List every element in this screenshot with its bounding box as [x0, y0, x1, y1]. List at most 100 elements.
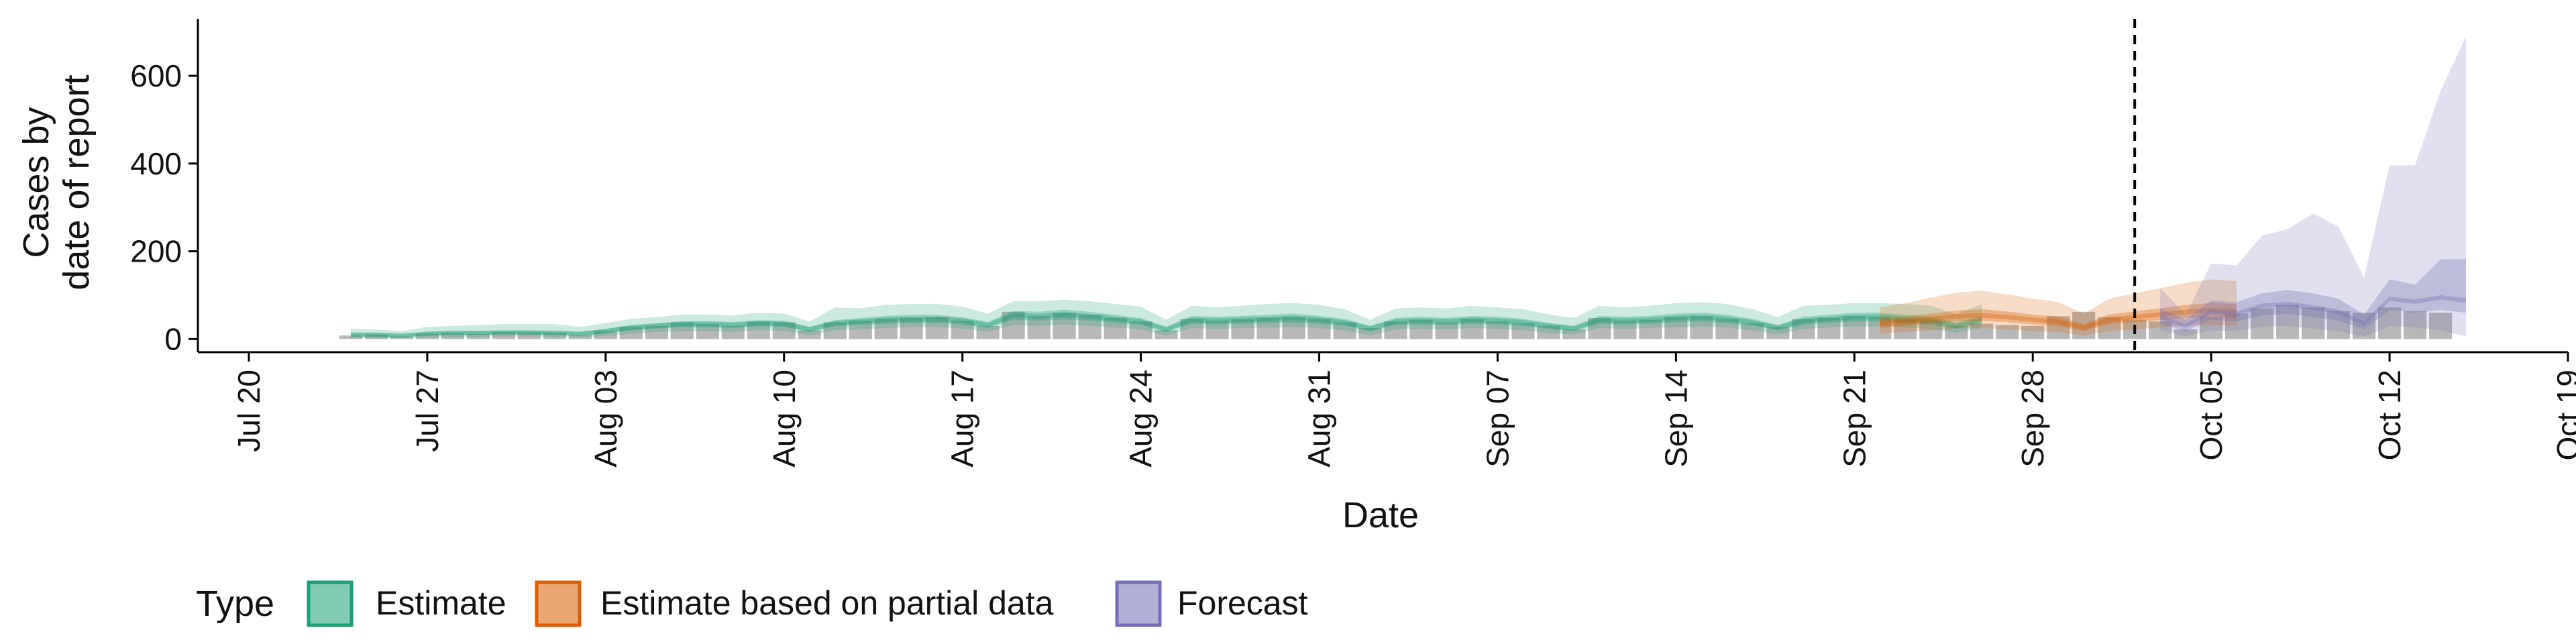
- series-median: [1880, 308, 2237, 330]
- observed-bar: [1078, 315, 1102, 339]
- observed-bar: [1053, 313, 1076, 339]
- observed-bar: [390, 336, 414, 339]
- observed-bar: [492, 331, 515, 339]
- y-tick-label: 200: [130, 234, 182, 269]
- observed-bar: [1409, 319, 1433, 339]
- observed-bar: [1945, 325, 1968, 339]
- observed-bar: [1996, 325, 2019, 339]
- x-tick-label: Jul 20: [231, 370, 266, 452]
- y-axis-ticks: 0 200 400 600: [130, 58, 198, 356]
- observed-bar: [823, 322, 847, 339]
- x-tick-label: Sep 14: [1658, 370, 1693, 468]
- observed-bar: [2174, 329, 2198, 339]
- observed-bar: [1027, 316, 1051, 339]
- observed-bar: [2149, 321, 2172, 339]
- x-tick-label: Jul 27: [410, 370, 445, 452]
- observed-bar: [925, 317, 949, 339]
- observed-bar: [849, 320, 872, 339]
- observed-bar: [1919, 320, 1943, 339]
- observed-bar: [1180, 319, 1203, 339]
- x-axis-ticks: Jul 20 Jul 27 Aug 03 Aug 10 Aug 17 Aug 24 Aug …: [231, 352, 2576, 468]
- observed-bar: [1639, 319, 1662, 339]
- observed-bar: [1358, 328, 1382, 339]
- observed-bar: [2327, 311, 2351, 339]
- observed-bar: [1435, 322, 1458, 339]
- observed-bar: [1843, 316, 1866, 339]
- observed-bar: [619, 327, 643, 339]
- legend-key: [1115, 580, 1162, 627]
- observed-bar: [2098, 317, 2121, 339]
- legend: Type Estimate Estimate based on partial da…: [196, 580, 1308, 627]
- observed-bar: [645, 325, 668, 339]
- series-2: [2160, 36, 2466, 337]
- observed-bar: [1690, 316, 1713, 339]
- observed-bar: [1766, 327, 1790, 339]
- observed-bar: [1537, 325, 1560, 339]
- observed-bar: [1613, 320, 1637, 339]
- series-band-50: [1880, 303, 2237, 331]
- x-tick-label: Aug 31: [1302, 370, 1337, 468]
- series-band-50: [2160, 259, 2466, 331]
- x-tick-label: Sep 07: [1480, 370, 1515, 468]
- observed-bar: [1231, 319, 1254, 339]
- observed-bar: [976, 325, 1000, 339]
- observed-bar: [1664, 317, 1688, 339]
- observed-bar: [670, 322, 694, 339]
- legend-item: Estimate based on partial data: [535, 580, 1054, 627]
- observed-bar: [1256, 317, 1280, 339]
- legend-key: [307, 580, 354, 627]
- legend-label: Estimate based on partial data: [600, 584, 1054, 622]
- x-tick-label: Aug 24: [1124, 370, 1159, 468]
- observed-bar: [1384, 321, 1407, 339]
- observed-bar: [798, 330, 821, 339]
- x-tick-label: Oct 05: [2194, 370, 2229, 461]
- observed-bar: [2251, 308, 2274, 339]
- observed-bar: [1460, 319, 1484, 339]
- series-band-90: [2160, 36, 2466, 337]
- legend-label: Forecast: [1177, 584, 1308, 622]
- observed-bar: [2302, 307, 2325, 339]
- observed-bar: [1817, 317, 1841, 339]
- observed-bar: [1104, 317, 1127, 339]
- x-tick-label: Oct 12: [2372, 370, 2407, 461]
- observed-bar: [696, 324, 719, 339]
- observed-bar: [466, 333, 490, 339]
- observed-bar: [441, 333, 464, 339]
- observed-bar: [2047, 316, 2070, 339]
- y-axis-label-line-1: Cases by: [16, 107, 56, 258]
- series-median: [2160, 295, 2466, 328]
- observed-bar: [951, 320, 974, 339]
- series-0: [350, 299, 1982, 339]
- series-median: [350, 312, 1982, 338]
- legend-item: Estimate: [307, 580, 506, 627]
- observed-bar: [747, 321, 770, 339]
- observed-bar: [2276, 305, 2300, 339]
- series-1: [1880, 279, 2237, 336]
- observed-bar: [1486, 321, 1509, 339]
- x-tick-label: Sep 28: [2015, 370, 2050, 468]
- observed-bar: [594, 331, 617, 339]
- observed-bar: [568, 334, 592, 339]
- x-tick-label: Aug 10: [767, 370, 802, 468]
- observed-bar: [364, 334, 388, 339]
- observed-bar: [2377, 307, 2402, 339]
- series-band-50: [350, 309, 1982, 337]
- observed-bar: [1333, 322, 1356, 339]
- x-tick-label: Aug 03: [588, 370, 623, 468]
- observed-bar: [2021, 325, 2045, 339]
- observed-bar: [2428, 313, 2453, 339]
- observed-bar: [1715, 319, 1739, 339]
- observed-bar: [1588, 317, 1611, 339]
- observed-bar: [543, 333, 566, 339]
- observed-bar: [1002, 311, 1025, 339]
- y-axis-label-line-2: date of report: [56, 74, 97, 290]
- observed-bar: [1129, 321, 1152, 339]
- observed-bar: [1894, 319, 1917, 339]
- observed-bar: [1970, 323, 1994, 339]
- y-tick-label: 0: [164, 321, 182, 356]
- observed-bar: [2200, 317, 2223, 339]
- observed-bar: [2403, 311, 2427, 339]
- y-tick-label: 600: [130, 58, 182, 93]
- legend-label: Estimate: [376, 584, 506, 622]
